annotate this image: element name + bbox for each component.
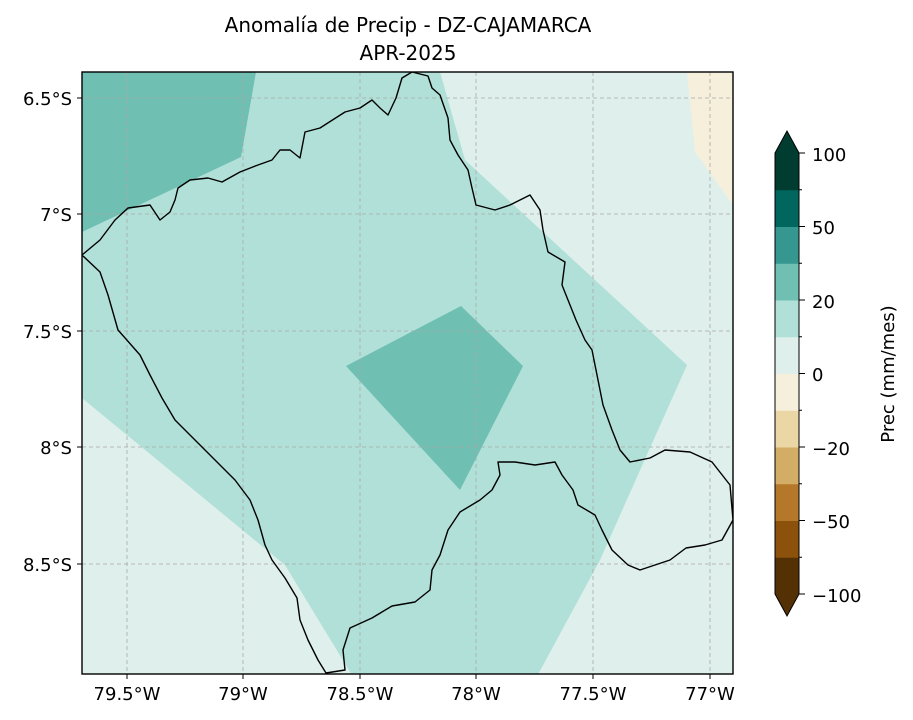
colorbar-extend-min — [775, 594, 799, 616]
map-frame — [81, 71, 734, 675]
colorbar-segment — [775, 447, 799, 485]
colorbar-tick-label: −50 — [812, 512, 850, 533]
anomaly-nw-20-35 — [82, 72, 256, 232]
lat-tick-marks — [77, 97, 82, 565]
colorbar-extend-max — [775, 131, 799, 153]
colorbar-tick-label: 100 — [812, 145, 846, 166]
colorbar — [774, 129, 805, 618]
anomaly-center-20-35 — [346, 306, 523, 490]
lon-tick-label: 79°W — [218, 684, 268, 705]
colorbar-segment — [775, 300, 799, 338]
colorbar-segment — [775, 557, 799, 595]
colorbar-tick-label: −20 — [812, 439, 850, 460]
lat-tick-label: 7.5°S — [23, 322, 72, 343]
lon-tick-label: 78°W — [451, 684, 501, 705]
map-title: Anomalía de Precip - DZ-CAJAMARCA — [225, 13, 592, 37]
lon-tick-label: 79.5°W — [94, 684, 161, 705]
colorbar-tick-label: −100 — [812, 586, 861, 607]
region-boundary-cajamarca — [82, 72, 733, 674]
colorbar-segment — [775, 336, 799, 374]
colorbar-segment — [775, 373, 799, 411]
lon-tick-label: 78.5°W — [327, 684, 394, 705]
map-subtitle: APR-2025 — [360, 41, 457, 65]
lat-tick-label: 8.5°S — [23, 555, 72, 576]
colorbar-tick-label: 50 — [812, 218, 835, 239]
colorbar-segment — [775, 153, 799, 191]
colorbar-segment — [775, 520, 799, 558]
lon-tick-label: 77°W — [685, 684, 735, 705]
colorbar-segment — [775, 263, 799, 301]
colorbar-segment — [775, 189, 799, 227]
colorbar-segment — [775, 226, 799, 264]
colorbar-segment — [775, 483, 799, 521]
colorbar-segment — [775, 410, 799, 448]
lat-tick-label: 7°S — [40, 205, 72, 226]
lon-tick-label: 77.5°W — [560, 684, 627, 705]
colorbar-tick-label: 20 — [812, 292, 835, 313]
gridlines — [82, 72, 733, 674]
colorbar-tick-label: 0 — [812, 365, 823, 386]
lat-tick-label: 6.5°S — [23, 89, 72, 110]
lon-tick-marks — [126, 674, 711, 679]
colorbar-label: Prec (mm/mes) — [878, 305, 899, 442]
lat-tick-label: 8°S — [40, 438, 72, 459]
map-plot-area — [82, 72, 733, 674]
